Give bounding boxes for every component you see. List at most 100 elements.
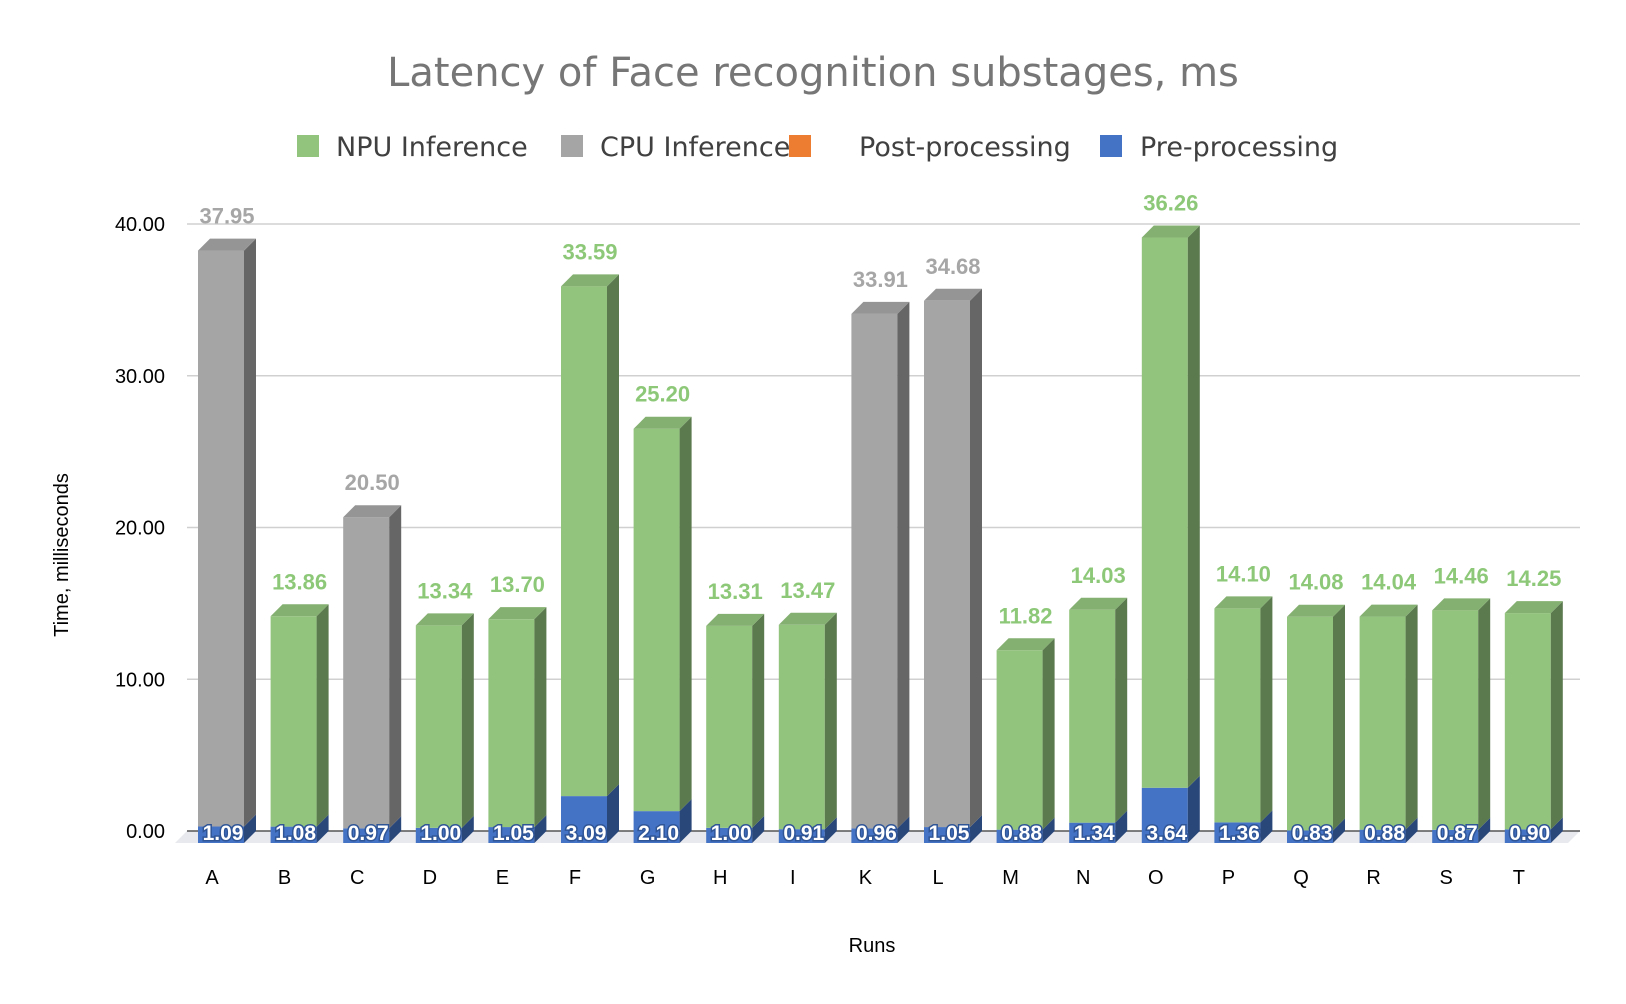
legend-label-cpu-inference: CPU Inference bbox=[600, 132, 790, 163]
bar-npu-inference-E bbox=[488, 607, 547, 828]
bar-front bbox=[1504, 613, 1551, 830]
pre-processing-label-N: 1.34 bbox=[1074, 822, 1115, 845]
bar-pre-processing-D bbox=[415, 815, 474, 843]
bar-pre-processing-I bbox=[778, 817, 837, 843]
bar-pre-processing-M bbox=[996, 817, 1055, 843]
bar-npu-inference-D bbox=[415, 613, 474, 828]
bar-top-O bbox=[1141, 225, 1200, 238]
pre-processing-label-L: 1.05 bbox=[929, 822, 970, 845]
bar-front bbox=[924, 300, 970, 828]
bar-front bbox=[1359, 616, 1406, 830]
value-label-B: 13.86 bbox=[272, 569, 327, 594]
bar-top-P bbox=[1214, 596, 1273, 609]
bar-front bbox=[778, 829, 825, 843]
total-labels: 37.95 13.86 20.50 13.34 13.70 33.59 25.20 13.31… bbox=[199, 191, 1561, 629]
bar-front bbox=[1141, 787, 1188, 843]
value-label-G: 25.20 bbox=[635, 382, 690, 407]
bar-side bbox=[1550, 601, 1563, 830]
bar-npu-inference-I bbox=[778, 612, 837, 830]
bar-pre-processing-K bbox=[851, 816, 910, 843]
bar-front bbox=[198, 250, 244, 827]
legend-swatch-pre-processing bbox=[1100, 135, 1122, 157]
bar-side bbox=[1187, 225, 1200, 788]
bar-front bbox=[343, 828, 390, 843]
value-label-O: 36.26 bbox=[1143, 191, 1198, 216]
bar-side bbox=[679, 416, 692, 812]
bar-npu-inference-B bbox=[270, 604, 329, 827]
bar-front bbox=[1504, 829, 1551, 843]
bar-front bbox=[1432, 610, 1479, 830]
bar-top-R bbox=[1359, 604, 1418, 617]
bar-pre-processing-T bbox=[1504, 817, 1563, 843]
pre-processing-label-M: 0.88 bbox=[1001, 822, 1042, 845]
bar-npu-inference-F bbox=[561, 274, 619, 797]
value-label-C: 20.50 bbox=[345, 470, 400, 495]
pre-processing-label-C: 0.97 bbox=[348, 822, 389, 845]
bar-npu-inference-T bbox=[1504, 601, 1563, 830]
value-label-A: 37.95 bbox=[199, 204, 254, 229]
bar-side bbox=[244, 238, 256, 827]
bar-side bbox=[1405, 817, 1418, 843]
bar-side bbox=[1042, 638, 1055, 830]
bar-pre-processing-N bbox=[1069, 810, 1128, 843]
x-tick-label-H: H bbox=[713, 867, 727, 889]
value-label-F: 33.59 bbox=[562, 239, 617, 264]
bar-side bbox=[1260, 596, 1273, 823]
bar-front bbox=[996, 650, 1043, 830]
x-tick-label-Q: Q bbox=[1293, 867, 1309, 889]
pre-processing-label-G: 2.10 bbox=[638, 822, 679, 845]
bar-front bbox=[1214, 608, 1261, 823]
bar-pre-processing-F bbox=[561, 784, 619, 843]
value-label-M: 11.82 bbox=[999, 603, 1053, 628]
bar-npu-inference-G bbox=[633, 416, 692, 812]
bar-pre-processing-E bbox=[488, 815, 547, 843]
bar-front bbox=[1069, 822, 1116, 843]
y-tick-label: 30.00 bbox=[115, 366, 165, 388]
pre-processing-label-T: 0.90 bbox=[1509, 822, 1550, 845]
bar-top-S bbox=[1432, 598, 1491, 611]
x-tick-label-A: A bbox=[205, 867, 219, 889]
value-label-P: 14.10 bbox=[1216, 561, 1271, 586]
bar-pre-processing-A bbox=[198, 814, 256, 843]
bar-front bbox=[1287, 830, 1333, 843]
bar-side bbox=[534, 607, 547, 828]
bar-top-H bbox=[706, 613, 765, 626]
pre-processing-label-P: 1.36 bbox=[1219, 822, 1260, 845]
bar-top-T bbox=[1504, 601, 1563, 614]
bar-side bbox=[1405, 604, 1418, 830]
bar-side bbox=[1333, 818, 1345, 843]
y-tick-label: 40.00 bbox=[115, 214, 165, 236]
pre-processing-label-B: 1.08 bbox=[275, 822, 316, 845]
bar-front bbox=[778, 624, 825, 830]
bar-top-F bbox=[561, 274, 619, 287]
bar-side bbox=[824, 817, 837, 843]
x-tick-label-O: O bbox=[1148, 867, 1164, 889]
legend: NPU Inference CPU Inference Post-processin… bbox=[297, 132, 1338, 163]
bar-side bbox=[389, 505, 402, 829]
bar-front bbox=[415, 827, 462, 843]
bar-top-L bbox=[924, 288, 982, 301]
bar-npu-inference-Q bbox=[1287, 604, 1345, 831]
y-tick-label: 10.00 bbox=[115, 669, 165, 691]
legend-swatch-post-processing bbox=[789, 135, 811, 157]
bar-front bbox=[706, 827, 753, 843]
bar-side bbox=[970, 815, 982, 843]
legend-swatch-cpu-inference bbox=[561, 135, 583, 157]
y-axis-title: Time, milliseconds bbox=[51, 473, 73, 637]
bar-front bbox=[488, 619, 535, 828]
bar-pre-processing-B bbox=[270, 814, 329, 843]
bar-front bbox=[561, 286, 607, 797]
bar-side bbox=[752, 815, 765, 843]
bar-npu-inference-P bbox=[1214, 596, 1273, 823]
bar-side bbox=[316, 814, 329, 843]
bars bbox=[198, 225, 1563, 843]
bar-front bbox=[1214, 822, 1261, 843]
bar-side bbox=[1478, 598, 1491, 830]
bar-pre-processing-R bbox=[1359, 817, 1418, 843]
value-label-Q: 14.08 bbox=[1288, 570, 1343, 595]
bar-npu-inference-N bbox=[1069, 597, 1128, 823]
bar-npu-inference-M bbox=[996, 638, 1055, 830]
bar-side bbox=[897, 301, 910, 829]
x-tick-label-P: P bbox=[1222, 867, 1235, 889]
